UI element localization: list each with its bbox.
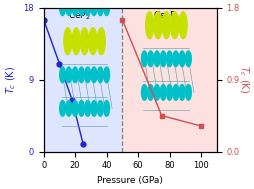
- Ellipse shape: [85, 0, 90, 15]
- Ellipse shape: [72, 0, 78, 15]
- Y-axis label: $T_c$ (K): $T_c$ (K): [236, 66, 250, 94]
- Text: Ce$_2$P$_3$: Ce$_2$P$_3$: [152, 9, 179, 22]
- Ellipse shape: [78, 67, 84, 83]
- Ellipse shape: [185, 84, 190, 100]
- Ellipse shape: [103, 67, 109, 83]
- Ellipse shape: [91, 101, 97, 116]
- Ellipse shape: [78, 101, 84, 116]
- Ellipse shape: [85, 101, 90, 116]
- Ellipse shape: [85, 67, 90, 83]
- Ellipse shape: [141, 51, 147, 67]
- Text: CeP$_2$: CeP$_2$: [68, 9, 91, 22]
- Ellipse shape: [141, 84, 147, 100]
- Ellipse shape: [97, 101, 103, 116]
- Ellipse shape: [166, 51, 172, 67]
- Ellipse shape: [160, 51, 165, 67]
- Ellipse shape: [72, 67, 78, 83]
- Ellipse shape: [170, 12, 178, 39]
- Ellipse shape: [66, 101, 71, 116]
- Ellipse shape: [153, 84, 159, 100]
- Ellipse shape: [59, 0, 65, 15]
- Ellipse shape: [162, 12, 170, 39]
- X-axis label: Pressure (GPa): Pressure (GPa): [97, 176, 163, 185]
- Ellipse shape: [147, 51, 153, 67]
- Ellipse shape: [59, 67, 65, 83]
- Ellipse shape: [64, 28, 72, 55]
- Ellipse shape: [97, 0, 103, 15]
- Ellipse shape: [153, 51, 159, 67]
- Ellipse shape: [166, 84, 172, 100]
- Ellipse shape: [66, 0, 71, 15]
- Bar: [122, 8, 216, 152]
- Ellipse shape: [179, 84, 184, 100]
- Ellipse shape: [153, 12, 161, 39]
- Ellipse shape: [172, 51, 178, 67]
- Ellipse shape: [179, 51, 184, 67]
- Ellipse shape: [59, 101, 65, 116]
- Ellipse shape: [185, 51, 190, 67]
- Ellipse shape: [91, 67, 97, 83]
- Ellipse shape: [72, 28, 80, 55]
- Ellipse shape: [145, 12, 153, 39]
- Ellipse shape: [97, 67, 103, 83]
- Ellipse shape: [72, 101, 78, 116]
- Ellipse shape: [103, 0, 109, 15]
- Ellipse shape: [103, 101, 109, 116]
- Ellipse shape: [89, 28, 97, 55]
- Ellipse shape: [179, 12, 186, 39]
- Ellipse shape: [172, 84, 178, 100]
- Ellipse shape: [78, 0, 84, 15]
- Ellipse shape: [66, 67, 71, 83]
- Ellipse shape: [160, 84, 165, 100]
- Y-axis label: $T_c$ (K): $T_c$ (K): [4, 66, 18, 94]
- Ellipse shape: [97, 28, 105, 55]
- Ellipse shape: [147, 84, 153, 100]
- Bar: [43, 8, 122, 152]
- Ellipse shape: [80, 28, 88, 55]
- Ellipse shape: [91, 0, 97, 15]
